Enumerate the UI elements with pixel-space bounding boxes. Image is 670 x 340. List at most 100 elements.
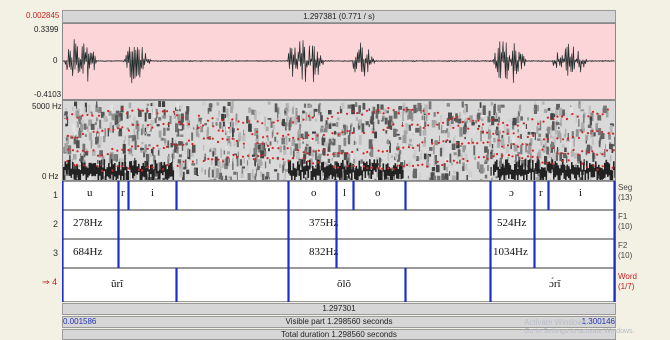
spectrogram-texture (308, 146, 312, 156)
spectrogram-energy (514, 164, 516, 180)
spectrogram-texture (143, 151, 146, 158)
spectrogram-texture (409, 138, 412, 143)
tier-seg[interactable]: u r i o l o ɔ r i (62, 181, 616, 210)
spectrogram-texture (169, 115, 172, 124)
spectrogram-texture (240, 170, 244, 178)
spectrogram-texture (383, 108, 387, 114)
tier-f2[interactable]: 684Hz 832Hz 1034Hz (62, 239, 616, 268)
spectrogram-texture (345, 175, 349, 180)
seg-label[interactable]: u (87, 187, 93, 199)
spectrogram-energy (599, 167, 602, 180)
spectrogram-texture (211, 121, 214, 126)
f2-label[interactable]: 1034Hz (493, 246, 528, 258)
spectrogram-texture (420, 120, 424, 130)
formant-point (211, 158, 214, 161)
spectrogram-energy (512, 169, 515, 180)
seg-label[interactable]: o (375, 187, 381, 199)
seg-label[interactable]: i (579, 187, 583, 199)
spectrogram-texture (604, 148, 608, 151)
seg-label[interactable]: i (151, 187, 155, 199)
formant-point (467, 117, 470, 120)
spectrogram-texture (370, 162, 373, 166)
spectrogram-energy (292, 163, 295, 176)
spectrogram-texture (484, 161, 488, 164)
spectrogram-texture (178, 141, 182, 146)
spectrogram-texture (434, 155, 437, 165)
spectrogram-energy (72, 162, 74, 175)
f1-label[interactable]: 278Hz (73, 217, 103, 229)
formant-point (526, 143, 529, 146)
formant-point (516, 145, 520, 148)
spectrogram-texture (283, 161, 286, 164)
spectrogram-texture (273, 125, 275, 130)
formant-point (121, 148, 124, 151)
spectrogram-texture (284, 171, 286, 179)
cursor-time-bar[interactable]: 1.297301 (62, 303, 616, 315)
spectrogram-texture (538, 162, 541, 168)
spectrogram-texture (133, 128, 136, 138)
spectrogram-energy (370, 169, 373, 179)
spectrogram-texture (398, 154, 401, 161)
spectrogram-texture (328, 110, 332, 115)
spectrogram-energy (79, 169, 82, 180)
spectrogram-texture (229, 155, 232, 164)
seg-label[interactable]: o (311, 187, 317, 199)
spectrogram-texture (493, 153, 495, 157)
seg-label[interactable]: ɔ (509, 187, 514, 199)
spectrogram-texture (425, 114, 428, 122)
spectrogram-texture (537, 151, 541, 158)
spectrogram-texture (464, 105, 467, 115)
spectrogram-texture (614, 136, 615, 147)
time-left-value: 0.002845 (26, 11, 60, 20)
f1-label[interactable]: 524Hz (497, 217, 527, 229)
selection-time-bar[interactable]: 1.297381 (0.771 / s) (62, 10, 616, 23)
spectrogram-texture (79, 123, 83, 133)
spectrogram-texture (132, 135, 137, 141)
word-label[interactable]: ũrĩ (111, 278, 124, 290)
formant-point (287, 133, 290, 136)
seg-label[interactable]: l (343, 187, 347, 199)
spectrogram-texture (394, 153, 398, 159)
waveform-panel[interactable] (62, 23, 616, 100)
seg-label[interactable]: r (539, 187, 543, 199)
spectrogram-texture (228, 177, 231, 180)
spectrogram-texture (191, 163, 196, 166)
spectrogram-texture (285, 168, 289, 172)
spectrogram-energy (571, 162, 573, 174)
word-label[interactable]: õlõ (337, 278, 352, 290)
spectrogram-texture (178, 154, 182, 158)
spectrogram-texture (609, 155, 612, 162)
spectrogram-energy (610, 170, 612, 180)
spectrogram-texture (291, 108, 294, 114)
spectrogram-texture (143, 149, 147, 153)
formant-point (261, 122, 264, 125)
spectrogram-panel[interactable] (62, 100, 616, 181)
formant-point (282, 158, 285, 161)
word-label[interactable]: ɔ́rĩ (549, 278, 561, 290)
spectrogram-texture (352, 144, 357, 155)
spectrogram-texture (606, 140, 609, 151)
spectrogram-texture (511, 137, 516, 143)
spectrogram-texture (258, 111, 262, 115)
spectrogram-texture (298, 142, 301, 149)
spectrogram-texture (449, 153, 452, 163)
spectrogram-texture (221, 175, 224, 180)
formant-point (127, 167, 131, 170)
spectrogram-energy (379, 169, 382, 180)
spectrogram-texture (575, 114, 578, 123)
f1-label[interactable]: 375Hz (309, 217, 339, 229)
visible-part-bar[interactable]: 0.001586 Visible part 1.298560 seconds 1… (62, 316, 616, 328)
formant-point (261, 136, 265, 139)
tier-f1[interactable]: 278Hz 375Hz 524Hz (62, 210, 616, 239)
spectrogram-texture (433, 112, 436, 117)
spectrogram-texture (491, 177, 493, 180)
formant-point (351, 150, 354, 154)
seg-label[interactable]: r (121, 187, 125, 199)
spectrogram-texture (520, 116, 523, 121)
spectrogram-energy (70, 168, 73, 178)
f2-label[interactable]: 684Hz (73, 246, 103, 258)
f2-label[interactable]: 832Hz (309, 246, 339, 258)
tier-word[interactable]: ũrĩ õlõ ɔ́rĩ (62, 268, 616, 302)
spectrogram-texture (398, 137, 402, 140)
spectrogram-texture (174, 143, 178, 153)
